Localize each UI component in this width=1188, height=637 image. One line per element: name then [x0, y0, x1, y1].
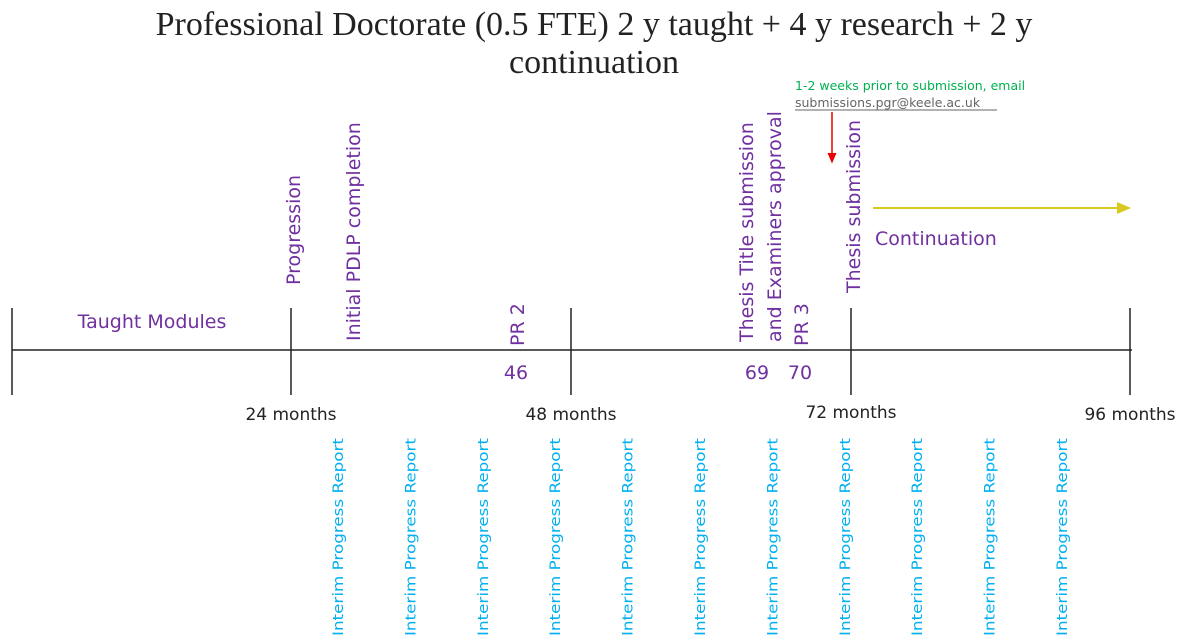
milestone-label: Thesis Title submission [736, 122, 758, 343]
interim-report-label: Interim Progress Report [331, 438, 347, 636]
milestone-label: and Examiners approval [764, 111, 786, 342]
interim-report-label: Interim Progress Report [910, 438, 926, 636]
milestone-label: PR 3 [791, 303, 813, 346]
note-email: submissions.pgr@keele.ac.uk [795, 95, 981, 110]
interim-report-label: Interim Progress Report [765, 438, 781, 636]
phase-label: Continuation [875, 228, 997, 250]
interim-report-label: Interim Progress Report [403, 438, 419, 636]
milestone-label: PR 2 [507, 303, 529, 346]
milestone-label: Thesis submission [843, 120, 865, 294]
title-line: continuation [509, 44, 679, 81]
interim-report-label: Interim Progress Report [621, 438, 637, 636]
interim-report-label: Interim Progress Report [548, 438, 564, 636]
month-label: 48 months [525, 405, 616, 425]
month-number: 46 [504, 362, 528, 384]
month-number: 70 [788, 362, 812, 384]
interim-report-label: Interim Progress Report [476, 438, 492, 636]
interim-report-label: Interim Progress Report [838, 438, 854, 636]
title-line: Professional Doctorate (0.5 FTE) 2 y tau… [156, 6, 1033, 43]
month-label: 72 months [805, 403, 896, 423]
milestone-label: Progression [283, 175, 305, 285]
interim-report-label: Interim Progress Report [1055, 438, 1071, 636]
month-label: 24 months [245, 405, 336, 425]
milestone-label: Initial PDLP completion [343, 122, 365, 341]
month-number: 69 [745, 362, 769, 384]
interim-report-label: Interim Progress Report [983, 438, 999, 636]
month-label: 96 months [1084, 405, 1175, 425]
interim-report-label: Interim Progress Report [693, 438, 709, 636]
note-text: 1-2 weeks prior to submission, email [795, 78, 1025, 93]
phase-label: Taught Modules [77, 311, 227, 333]
